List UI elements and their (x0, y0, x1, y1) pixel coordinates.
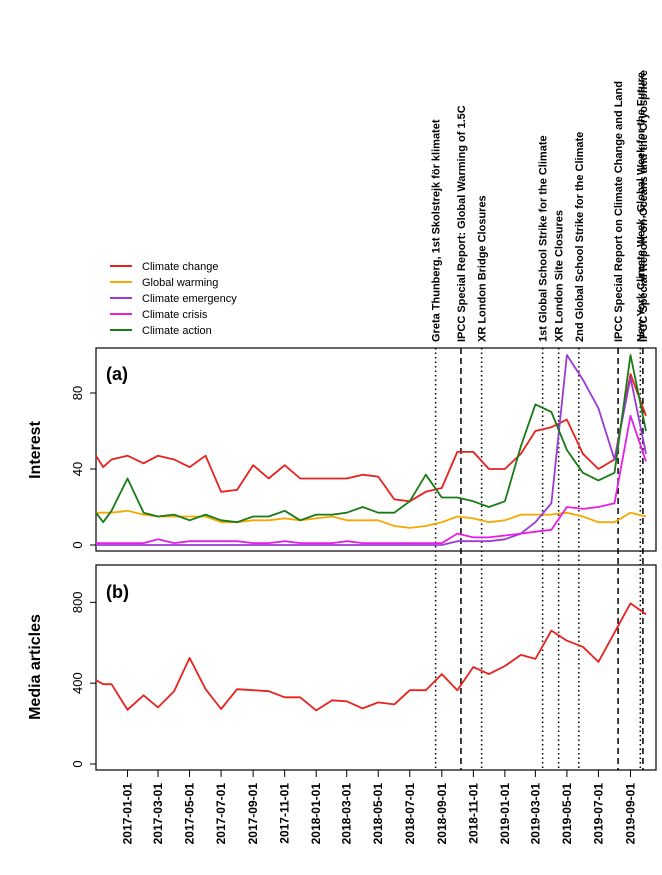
event-label-6: IPCC Special Report on Climate Change an… (613, 81, 625, 342)
event-label-5: 2nd Global School Strike for the Climate (574, 132, 586, 342)
y-tick-label-b-0: 0 (70, 760, 85, 767)
legend: Climate change Global warming Climate em… (110, 261, 237, 337)
event-label-7: New York Climate Week, Global Week for t… (635, 72, 647, 342)
event-label-4: XR London Site Closures (554, 210, 566, 342)
event-label-3: 1st Global School Strike for the Climate (538, 135, 550, 342)
event-markers: Greta Thunberg, 1st Skolstrejk för klima… (431, 70, 650, 770)
legend-label-climate-change: Climate change (142, 261, 218, 273)
panel-a-frame (95, 347, 657, 552)
x-axis: 2017-01-01 2017-03-01 2017-05-01 2017-07-01… (121, 770, 637, 845)
panel-a-label: (a) (106, 364, 128, 384)
x-tick-label-4: 2017-09-01 (246, 783, 260, 845)
legend-label-climate-emergency: Climate emergency (142, 293, 237, 305)
panel-a-y-axis: 0 40 80 (70, 386, 96, 549)
series-line-climate-emergency-a (96, 354, 647, 546)
x-tick-label-0: 2017-01-01 (121, 783, 135, 845)
series-line-climate-crisis-a (96, 414, 647, 544)
x-tick-label-15: 2019-07-01 (591, 783, 605, 845)
x-tick-label-13: 2019-03-01 (528, 783, 542, 845)
panel-b-series (95, 602, 647, 712)
x-tick-label-10: 2018-09-01 (435, 783, 449, 845)
x-tick-label-1: 2017-03-01 (151, 783, 165, 845)
event-label-1: IPCC Special Report: Global Warming of 1… (456, 105, 468, 342)
x-tick-label-9: 2018-07-01 (403, 783, 417, 845)
panel-b-ylabel: Media articles (27, 614, 44, 720)
y-tick-label-b-2: 800 (70, 591, 85, 613)
x-tick-label-5: 2017-11-01 (278, 783, 292, 844)
event-label-2: XR London Bridge Closures (477, 195, 489, 342)
y-tick-label-a-0: 0 (70, 541, 85, 548)
event-label-8: IPCC Special Report on Oceans and the Cr… (638, 70, 650, 342)
x-tick-label-16: 2019-09-01 (623, 783, 637, 845)
series-line-climate-change-a (95, 373, 647, 503)
x-tick-label-14: 2019-05-01 (560, 783, 574, 845)
x-tick-label-11: 2018-11-01 (466, 783, 480, 844)
legend-label-climate-crisis: Climate crisis (142, 309, 208, 321)
x-tick-label-6: 2018-01-01 (309, 783, 323, 845)
x-tick-label-8: 2018-05-01 (371, 783, 385, 845)
y-tick-label-a-1: 40 (70, 462, 85, 476)
series-line-media-articles-b (95, 602, 647, 712)
y-tick-label-b-1: 400 (70, 672, 85, 694)
panel-a-ylabel: Interest (27, 420, 44, 478)
panel-b-frame (95, 564, 657, 771)
panel-b-label: (b) (106, 582, 129, 602)
series-line-global-warming-a (96, 509, 647, 529)
event-label-0: Greta Thunberg, 1st Skolstrejk för klima… (431, 119, 443, 342)
legend-label-global-warming: Global warming (142, 277, 218, 289)
x-tick-label-2: 2017-05-01 (183, 783, 197, 845)
x-tick-label-7: 2018-03-01 (340, 783, 354, 845)
x-tick-label-12: 2019-01-01 (498, 783, 512, 845)
legend-label-climate-action: Climate action (142, 325, 212, 337)
x-tick-label-3: 2017-07-01 (214, 783, 228, 845)
panel-a-series (95, 354, 647, 546)
y-tick-label-a-2: 80 (70, 386, 85, 400)
panel-b-y-axis: 0 400 800 (70, 591, 96, 768)
series-line-climate-action-a (95, 354, 647, 524)
